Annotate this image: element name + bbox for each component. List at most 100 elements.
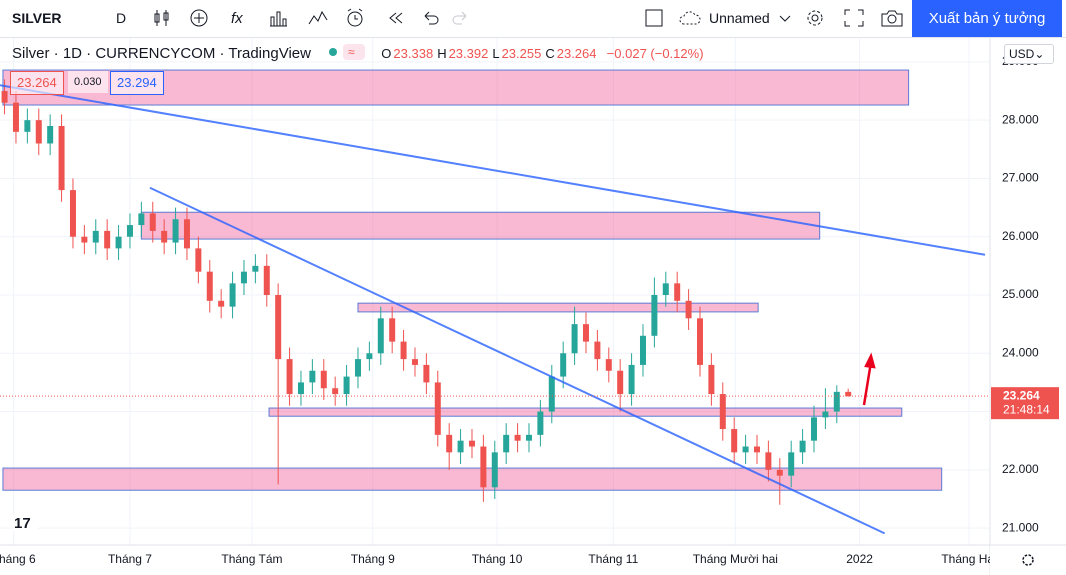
undo-icon[interactable] xyxy=(421,8,441,28)
y-tick-label: 28.000 xyxy=(1002,112,1039,126)
y-tick-label: 22.000 xyxy=(1002,462,1039,476)
y-tick-label: 24.000 xyxy=(1002,345,1039,359)
candle-body xyxy=(423,364,430,383)
chevron[interactable] xyxy=(778,8,792,28)
tv-logo: 17 xyxy=(11,509,39,537)
candle-body xyxy=(514,434,521,441)
indicator-add-icon[interactable] xyxy=(189,8,209,28)
candle-body xyxy=(411,359,418,365)
publish-button[interactable]: Xuất bản ý tưởng xyxy=(912,0,1062,37)
ohlc-value: 23.264 xyxy=(556,46,597,61)
status-icons: ≈ xyxy=(329,44,366,60)
zone xyxy=(268,407,903,417)
countdown: 21:48:14 xyxy=(1003,402,1050,416)
svg-text:17: 17 xyxy=(14,515,31,532)
zone xyxy=(2,467,943,491)
currency: USD xyxy=(1009,47,1035,61)
interval[interactable]: D xyxy=(116,10,127,26)
candle-body xyxy=(309,370,316,383)
layout-name[interactable]: Unnamed xyxy=(709,10,770,26)
change: −0.027 (−0.12%) xyxy=(606,46,704,61)
candle-body xyxy=(389,318,396,342)
settings-icon[interactable] xyxy=(804,7,826,29)
candle-body xyxy=(571,324,578,354)
candle-body xyxy=(685,300,692,319)
x-tick-label: Tháng 10 xyxy=(472,552,523,566)
candle-body xyxy=(525,434,532,441)
x-tick-label: Tháng Tám xyxy=(221,552,282,566)
trendline xyxy=(0,84,986,256)
snapshot-icon[interactable] xyxy=(880,8,904,28)
ohlc-key: O xyxy=(381,46,392,61)
candle-body xyxy=(537,411,544,435)
x-tick-label: Tháng Mười hai xyxy=(693,552,778,566)
toolbar: SILVER D fx Unnamed Xuất bản ý tưởng xyxy=(0,0,1066,38)
candle-body xyxy=(822,411,829,418)
candle-body xyxy=(35,120,42,144)
currency-select[interactable]: USD⌄ xyxy=(1004,44,1054,64)
trendline xyxy=(149,186,886,535)
redo-icon[interactable] xyxy=(450,8,470,28)
candle-body xyxy=(172,219,179,243)
zone xyxy=(140,211,821,240)
candle-body xyxy=(218,300,225,307)
replay-icon[interactable] xyxy=(307,8,329,28)
candle-body xyxy=(810,417,817,441)
y-tick-label: 26.000 xyxy=(1002,229,1039,243)
candle-body xyxy=(115,236,122,249)
candle-body xyxy=(457,440,464,453)
candle-body xyxy=(263,265,270,295)
ohlc-key: C xyxy=(545,46,555,61)
candle-body xyxy=(104,230,111,249)
candle-body xyxy=(343,376,350,395)
bars-icon[interactable] xyxy=(268,8,288,28)
cloud-icon[interactable] xyxy=(678,8,704,28)
y-tick-label: 21.000 xyxy=(1002,520,1039,534)
candle-body xyxy=(206,271,213,301)
candle-body xyxy=(696,318,703,365)
candle-body xyxy=(491,452,498,488)
candle-body xyxy=(92,230,99,243)
candle-body xyxy=(674,283,681,301)
candle-body xyxy=(662,283,669,295)
alert-icon[interactable] xyxy=(344,7,366,29)
ohlc-key: H xyxy=(437,46,447,61)
candle-body xyxy=(765,452,772,470)
candle-body xyxy=(639,335,646,365)
candle-body xyxy=(195,248,202,272)
candle-body xyxy=(377,318,384,354)
svg-text:fx: fx xyxy=(231,10,243,27)
legend-title: Silver · 1D · CURRENCYCOM · TradingView xyxy=(12,45,311,62)
candle-body xyxy=(480,446,487,488)
candles-icon[interactable] xyxy=(152,8,172,28)
ohlc-key: L xyxy=(492,46,500,61)
candle-body xyxy=(240,271,247,284)
spread: 0.030 xyxy=(68,71,108,93)
x-tick-label: Tháng Hai xyxy=(941,552,996,566)
candle-body xyxy=(628,364,635,395)
symbol[interactable]: SILVER xyxy=(12,10,62,26)
candle-body xyxy=(69,190,76,237)
buy-price[interactable]: 23.294 xyxy=(110,71,164,95)
ohlc-values: O 23.338 H 23.392 L 23.255 C 23.264 xyxy=(381,45,600,62)
candle-body xyxy=(24,120,31,132)
candle-body xyxy=(161,230,168,243)
candle-body xyxy=(138,213,145,226)
time-settings[interactable] xyxy=(1022,554,1034,566)
candle-body xyxy=(548,376,555,412)
candle-body xyxy=(126,225,133,237)
candle-body xyxy=(286,359,293,395)
plot xyxy=(0,69,990,535)
ohlc-value: 23.338 xyxy=(393,46,434,61)
candle-body xyxy=(12,102,19,132)
layout-icon[interactable] xyxy=(644,8,666,28)
x-tick-label: Tháng 9 xyxy=(351,552,395,566)
fullscreen-icon[interactable] xyxy=(843,8,865,28)
candle-body xyxy=(731,429,738,453)
candle-body xyxy=(617,370,624,395)
sell-price[interactable]: 23.264 xyxy=(10,71,64,95)
rewind-icon[interactable] xyxy=(386,8,406,28)
fx-icon[interactable]: fx xyxy=(229,8,249,28)
candle-body xyxy=(446,434,453,453)
